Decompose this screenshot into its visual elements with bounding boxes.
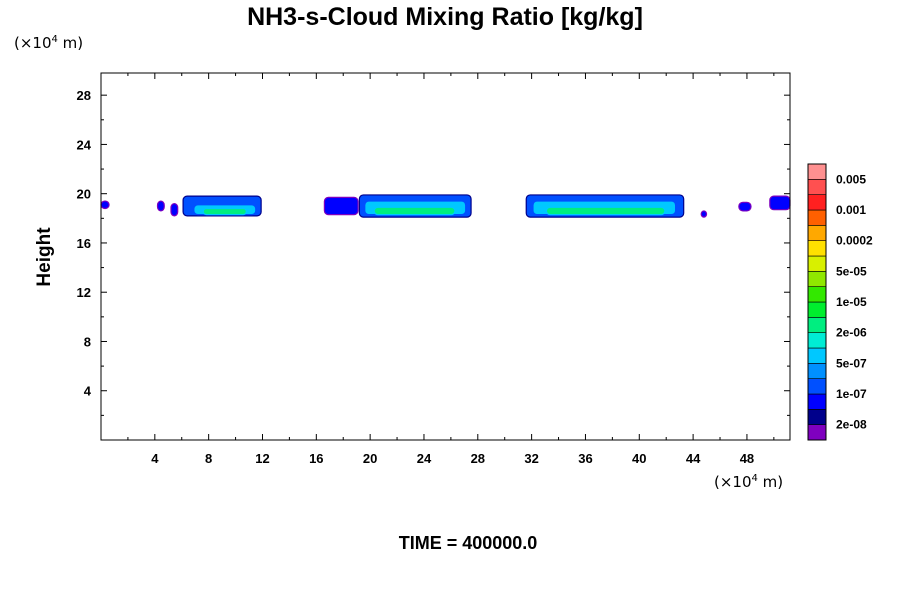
colorbar-swatch — [807, 363, 827, 379]
colorbar-swatch — [807, 409, 827, 425]
cloud-band — [700, 210, 708, 218]
y-tick-label: 8 — [84, 334, 91, 349]
x-tick-label: 24 — [417, 451, 432, 466]
cloud-field — [100, 194, 791, 218]
x-tick-label: 16 — [309, 451, 323, 466]
x-tick-label: 36 — [578, 451, 592, 466]
colorbar-label: 2e-06 — [836, 326, 867, 340]
x-tick-label: 20 — [363, 451, 377, 466]
cloud-band — [738, 201, 752, 212]
x-tick-label: 32 — [524, 451, 538, 466]
plot-background — [101, 73, 790, 440]
colorbar-swatch — [807, 194, 827, 211]
colorbar-label: 0.005 — [836, 172, 866, 186]
cloud-band — [202, 207, 247, 216]
x-tick-label: 40 — [632, 451, 646, 466]
colorbar-label: 5e-05 — [836, 264, 867, 278]
y-tick-label: 24 — [77, 137, 92, 152]
colorbar-swatch — [807, 332, 827, 349]
cloud-band — [545, 206, 666, 216]
x-tick-label: 28 — [471, 451, 485, 466]
y-tick-labels: 4 8 12 16 20 24 28 — [77, 88, 92, 399]
y-tick-label: 4 — [84, 384, 92, 399]
y-axis-label: Height — [34, 227, 55, 287]
x-tick-label: 48 — [740, 451, 754, 466]
y-tick-label: 20 — [77, 187, 91, 202]
x-tick-label: 12 — [255, 451, 269, 466]
colorbar-frame — [807, 163, 827, 441]
cloud-band — [373, 206, 456, 216]
x-tick-label: 8 — [205, 451, 212, 466]
cloud-band — [170, 202, 179, 217]
colorbar-swatch — [807, 301, 827, 318]
x-tick-label: 4 — [151, 451, 159, 466]
cloud-band — [323, 196, 359, 216]
x-tick-label: 44 — [686, 451, 701, 466]
y-tick-label: 12 — [77, 285, 91, 300]
x-tick-labels: 4 8 12 16 20 24 28 32 36 40 44 48 — [151, 451, 754, 466]
plot-area — [100, 72, 791, 441]
colorbar-swatch — [807, 271, 827, 287]
colorbar-label: 2e-08 — [836, 418, 867, 432]
colorbar-swatch — [807, 163, 827, 180]
colorbar-label: 1e-05 — [836, 295, 867, 309]
y-axis-unit: (×104 m) — [14, 34, 83, 52]
plot-frame — [100, 72, 791, 441]
colorbar-swatch — [807, 209, 827, 226]
colorbar-swatch — [807, 286, 827, 303]
time-label: TIME = 400000.0 — [399, 533, 538, 553]
colorbar-label: 0.001 — [836, 203, 866, 217]
colorbar-label: 0.0002 — [836, 234, 873, 248]
colorbar-swatch — [807, 347, 827, 364]
colorbar-label: 5e-07 — [836, 356, 867, 370]
cloud-band — [100, 200, 110, 210]
cloud-band — [769, 195, 791, 211]
colorbar-swatch — [807, 240, 827, 257]
x-axis-unit: (×104 m) — [714, 473, 783, 491]
colorbar-swatch — [807, 317, 827, 333]
cloud-band — [156, 200, 165, 212]
colorbar-swatch — [807, 179, 827, 195]
colorbar-swatch — [807, 393, 827, 410]
chart-title: NH3-s-Cloud Mixing Ratio [kg/kg] — [247, 3, 643, 31]
colorbar-swatch — [807, 378, 827, 395]
y-tick-label: 16 — [77, 236, 91, 251]
y-tick-label: 28 — [77, 88, 91, 103]
colorbar-swatch — [807, 424, 827, 441]
colorbar-swatch — [807, 255, 827, 272]
colorbar-label: 1e-07 — [836, 387, 867, 401]
colorbar: 2e-08 1e-07 5e-07 2e-06 1e-05 5e-05 0.0002 0.00… — [807, 163, 873, 441]
colorbar-swatch — [807, 225, 827, 241]
